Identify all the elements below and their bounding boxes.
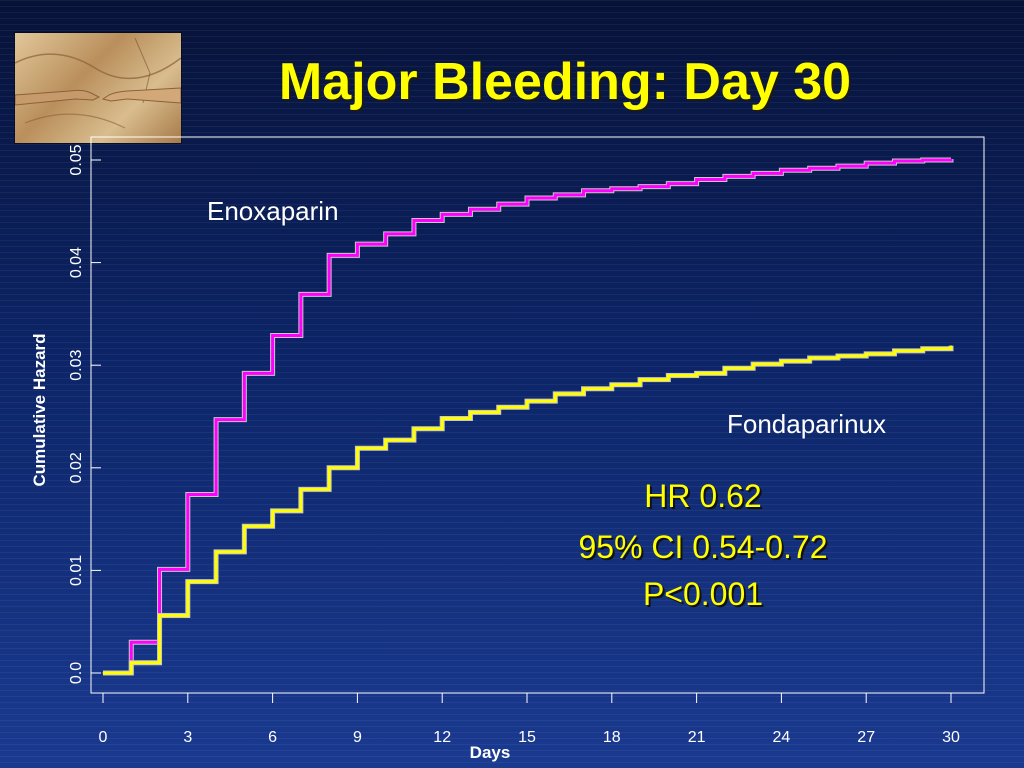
fondaparinux-point xyxy=(328,467,330,469)
fondaparinux-point xyxy=(526,400,528,402)
enoxaparin-point xyxy=(893,160,895,162)
y-axis: 0.0 0.01 0.02 0.03 0.04 0.05 xyxy=(68,144,101,684)
fondaparinux-point xyxy=(639,379,641,381)
enoxaparin-point xyxy=(385,233,387,235)
y-tick-label: 0.03 xyxy=(68,350,85,381)
enoxaparin-point xyxy=(526,197,528,199)
fondaparinux-point xyxy=(611,384,613,386)
enoxaparin-point xyxy=(469,208,471,210)
enoxaparin-point xyxy=(272,334,274,336)
fondaparinux-point xyxy=(498,406,500,408)
enoxaparin-point xyxy=(215,419,217,421)
enoxaparin-point xyxy=(583,190,585,192)
enoxaparin-point xyxy=(441,213,443,215)
fondaparinux-point xyxy=(837,355,839,357)
fondaparinux-point xyxy=(752,363,754,365)
fondaparinux-point xyxy=(159,615,161,617)
enoxaparin-point xyxy=(130,641,132,643)
series-layer xyxy=(102,157,954,676)
fondaparinux-point xyxy=(130,662,132,664)
enoxaparin-point xyxy=(328,254,330,256)
enoxaparin-point xyxy=(639,186,641,188)
fondaparinux-point xyxy=(441,418,443,420)
enoxaparin-point xyxy=(667,183,669,185)
x-axis-label: Days xyxy=(470,743,511,762)
enoxaparin-point xyxy=(498,203,500,205)
enoxaparin-point xyxy=(300,293,302,295)
x-tick-label: 9 xyxy=(353,729,362,746)
fondaparinux-point xyxy=(922,348,924,350)
enoxaparin-point xyxy=(724,175,726,177)
x-tick-label: 30 xyxy=(942,729,960,746)
fondaparinux-point xyxy=(300,488,302,490)
enoxaparin-point xyxy=(752,172,754,174)
enoxaparin-point xyxy=(243,372,245,374)
x-tick-label: 27 xyxy=(857,729,875,746)
fondaparinux-point xyxy=(893,350,895,352)
fondaparinux-point xyxy=(724,367,726,369)
fresco-hands-image xyxy=(15,33,181,143)
enoxaparin-point xyxy=(865,162,867,164)
fondaparinux-point xyxy=(809,357,811,359)
x-tick-label: 6 xyxy=(268,729,277,746)
x-axis: 0 3 6 9 12 15 18 21 24 27 30 xyxy=(99,692,960,746)
enoxaparin-label: Enoxaparin xyxy=(207,196,339,226)
fondaparinux-point xyxy=(950,345,952,347)
enoxaparin-point xyxy=(159,568,161,570)
x-tick-label: 18 xyxy=(603,729,621,746)
enoxaparin-point xyxy=(356,243,358,245)
fondaparinux-point xyxy=(272,510,274,512)
enoxaparin-point xyxy=(922,159,924,161)
fondaparinux-label: Fondaparinux xyxy=(727,409,886,439)
enoxaparin-point xyxy=(837,165,839,167)
x-tick-label: 0 xyxy=(99,729,108,746)
confidence-interval-text: 95% CI 0.54-0.72 xyxy=(578,529,827,565)
fondaparinux-point xyxy=(413,428,415,430)
x-tick-label: 3 xyxy=(183,729,192,746)
fondaparinux-point xyxy=(356,447,358,449)
enoxaparin-point xyxy=(780,169,782,171)
x-tick-label: 21 xyxy=(688,729,706,746)
fondaparinux-point xyxy=(187,581,189,583)
enoxaparin-point xyxy=(950,158,952,160)
fondaparinux-line xyxy=(103,345,953,675)
fondaparinux-point xyxy=(102,672,104,674)
fondaparinux-point xyxy=(696,372,698,374)
fondaparinux-line-outline xyxy=(103,345,954,676)
x-tick-label: 15 xyxy=(518,729,536,746)
fondaparinux-point xyxy=(469,411,471,413)
enoxaparin-point xyxy=(696,178,698,180)
x-tick-label: 24 xyxy=(773,729,791,746)
y-tick-label: 0.0 xyxy=(68,662,85,684)
stats-annotation: HR 0.62 95% CI 0.54-0.72 P<0.001 xyxy=(578,478,827,612)
fondaparinux-point xyxy=(667,374,669,376)
enoxaparin-point xyxy=(187,493,189,495)
y-tick-label: 0.02 xyxy=(68,452,85,483)
y-axis-label: Cumulative Hazard xyxy=(30,333,49,486)
y-tick-label: 0.05 xyxy=(68,144,85,175)
fondaparinux-point xyxy=(583,388,585,390)
fondaparinux-point xyxy=(865,353,867,355)
enoxaparin-point xyxy=(554,194,556,196)
x-tick-label: 12 xyxy=(433,729,451,746)
fondaparinux-point xyxy=(780,360,782,362)
enoxaparin-point xyxy=(413,220,415,222)
hazard-ratio-text: HR 0.62 xyxy=(644,478,761,514)
slide-title: Major Bleeding: Day 30 xyxy=(278,53,852,111)
fondaparinux-point xyxy=(385,439,387,441)
fondaparinux-point xyxy=(215,551,217,553)
enoxaparin-point xyxy=(611,188,613,190)
y-tick-label: 0.01 xyxy=(68,555,85,586)
y-tick-label: 0.04 xyxy=(68,247,85,278)
fondaparinux-point xyxy=(554,393,556,395)
fondaparinux-point xyxy=(243,525,245,527)
p-value-text: P<0.001 xyxy=(643,576,763,612)
enoxaparin-point xyxy=(809,167,811,169)
